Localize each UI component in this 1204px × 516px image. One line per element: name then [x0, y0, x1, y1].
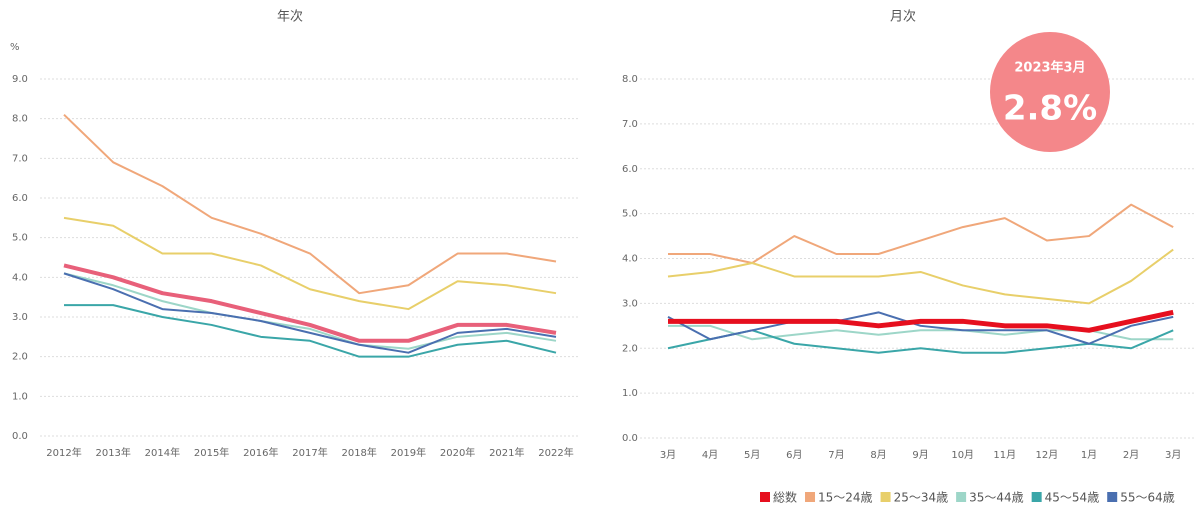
- legend-label: 35～44歳: [969, 491, 1024, 505]
- legend-label: 55～64歳: [1120, 491, 1175, 505]
- series-line: [64, 304, 557, 358]
- y-tick-label: 3.0: [622, 298, 638, 309]
- x-tick-label: 8月: [870, 449, 886, 461]
- y-tick-label: 2.0: [622, 343, 638, 354]
- series-line: [63, 272, 557, 350]
- y-tick-label: 1.0: [622, 388, 638, 399]
- y-tick-label: 5.0: [622, 209, 638, 220]
- y-tick-label: 4.0: [622, 254, 638, 265]
- badge-period: 2023年3月: [1014, 60, 1085, 76]
- series-line: [63, 263, 557, 343]
- legend-label: 15～24歳: [818, 491, 873, 505]
- x-tick-label: 2017年: [292, 446, 327, 459]
- x-tick-label: 1月: [1081, 449, 1097, 461]
- x-tick-label: 12月: [1036, 449, 1059, 461]
- y-tick-label: 8.0: [622, 74, 638, 85]
- series-line: [63, 216, 557, 311]
- series-line: [63, 272, 557, 354]
- y-tick-label: 6.0: [622, 164, 638, 175]
- x-tick-label: 2014年: [145, 446, 180, 459]
- legend-swatch: [1031, 492, 1042, 502]
- x-tick-label: 7月: [828, 449, 844, 461]
- x-tick-label: 2020年: [440, 446, 475, 459]
- y-tick-label: 8.0: [12, 114, 28, 125]
- y-tick-label: 6.0: [12, 193, 28, 204]
- badge: [990, 32, 1110, 152]
- legend-label: 25～34歳: [894, 491, 949, 505]
- y-unit: %: [10, 42, 20, 53]
- x-tick-label: 6月: [786, 449, 802, 461]
- x-tick-label: 5月: [744, 449, 760, 461]
- series-line: [668, 309, 1174, 333]
- x-tick-label: 2022年: [538, 446, 573, 459]
- y-tick-label: 4.0: [12, 272, 28, 283]
- y-tick-label: 2.0: [12, 352, 28, 363]
- x-tick-label: 2013年: [95, 446, 130, 459]
- x-tick-label: 11月: [993, 449, 1016, 461]
- y-tick-label: 7.0: [622, 119, 638, 130]
- legend-swatch: [880, 492, 891, 502]
- y-tick-label: 5.0: [12, 233, 28, 244]
- x-tick-label: 2016年: [243, 446, 278, 459]
- badge-value: 2.8%: [1003, 89, 1097, 129]
- x-tick-label: 2月: [1123, 449, 1139, 461]
- legend-swatch: [760, 492, 770, 502]
- chart-title: 月次: [890, 9, 916, 25]
- y-tick-label: 1.0: [12, 391, 28, 402]
- x-tick-label: 2015年: [194, 446, 229, 459]
- legend-swatch: [1107, 492, 1118, 502]
- x-tick-label: 4月: [702, 449, 718, 461]
- legend-label: 総数: [773, 490, 797, 505]
- x-tick-label: 10月: [951, 449, 974, 461]
- y-tick-label: 3.0: [12, 312, 28, 323]
- x-tick-label: 3月: [1165, 449, 1181, 461]
- series-line: [667, 329, 1174, 354]
- x-tick-label: 2019年: [391, 446, 426, 459]
- y-tick-label: 9.0: [12, 74, 28, 85]
- series-line: [63, 113, 557, 295]
- legend-label: 45～54歳: [1045, 491, 1100, 505]
- y-tick-label: 0.0: [622, 433, 638, 444]
- chart-title: 年次: [277, 9, 303, 25]
- x-tick-label: 9月: [912, 449, 928, 461]
- legend-swatch: [956, 492, 967, 502]
- series-line: [667, 311, 1174, 345]
- series-line: [667, 248, 1174, 305]
- y-tick-label: 0.0: [12, 431, 28, 442]
- y-tick-label: 7.0: [12, 153, 28, 164]
- legend-swatch: [805, 492, 816, 502]
- x-tick-label: 3月: [660, 449, 676, 461]
- x-tick-label: 2012年: [46, 446, 81, 459]
- x-tick-label: 2018年: [341, 446, 376, 459]
- x-tick-label: 2021年: [489, 446, 524, 459]
